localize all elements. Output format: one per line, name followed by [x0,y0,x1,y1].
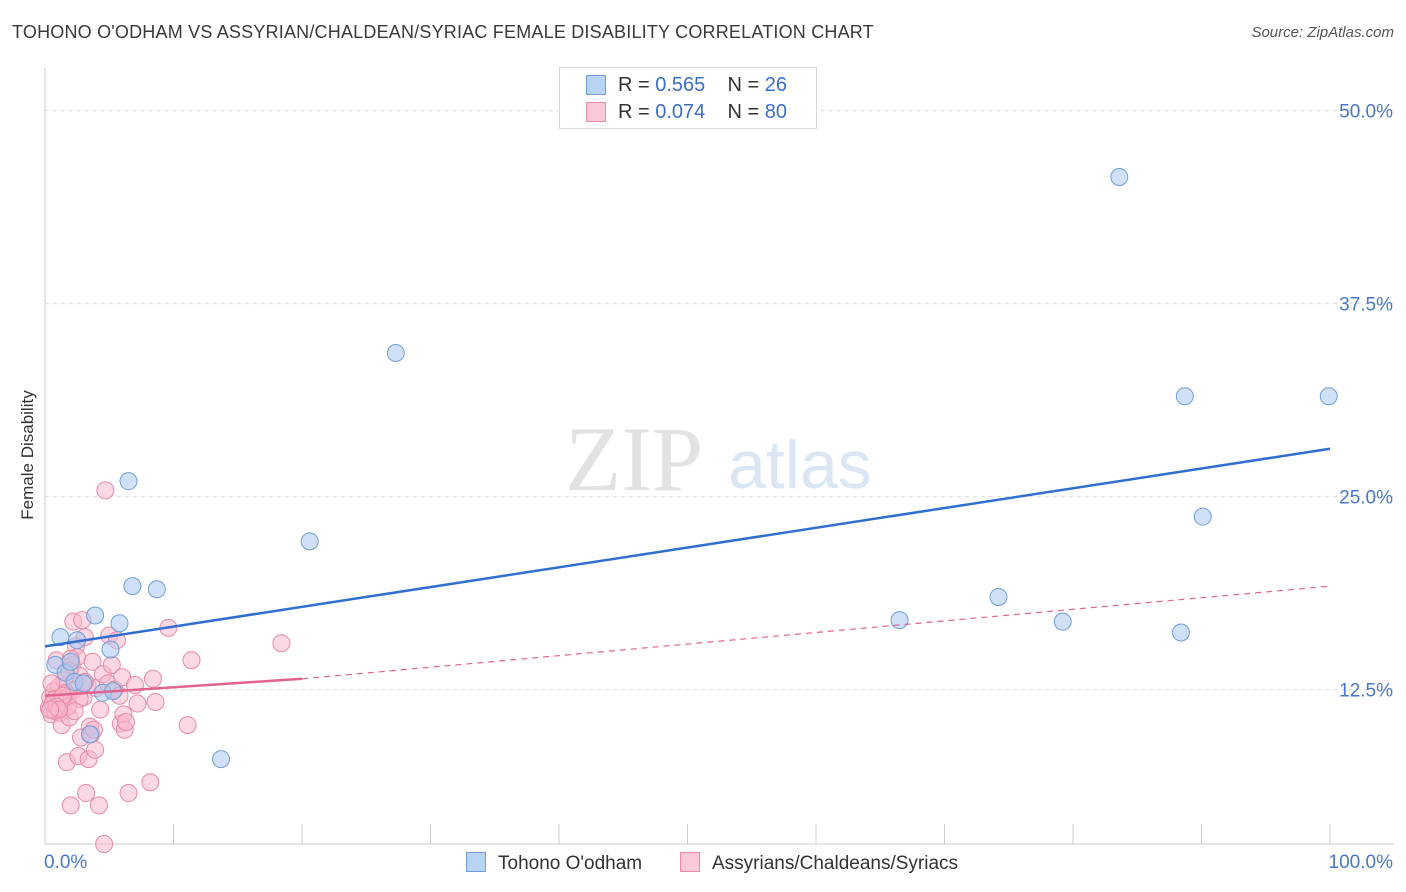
tohono-point [61,652,80,671]
assyrians-point [83,652,102,671]
axes [44,68,1394,845]
trend-line-assyrians-dashed [301,585,1331,680]
y-tick-label: 25.0% [1339,488,1393,509]
tohono-point [386,344,405,363]
tohono-point [1053,612,1072,631]
trend-lines [44,447,1331,698]
tohono-point [119,472,138,491]
axis-ticks [173,824,1331,844]
assyrians-point [91,700,110,719]
assyrians-point [96,481,115,500]
watermark: ZIP atlas [565,408,872,510]
assyrians-point [119,784,138,803]
legend-n-label: N = [727,101,760,123]
assyrians-point [65,702,84,721]
y-axis-label: Female Disability [18,390,37,520]
legend-n-value: 80 [764,101,788,123]
source-label: Source: ZipAtlas.com [1251,24,1394,41]
assyrians-point [182,651,201,670]
legend-r-label: R = [618,101,650,123]
assyrians-point [86,740,105,759]
assyrians-point [272,634,291,653]
chart-title: TOHONO O'ODHAM VS ASSYRIAN/CHALDEAN/SYRI… [12,22,874,42]
legend-swatch-blue [586,75,606,95]
assyrians-point [41,700,60,719]
bottom-legend-swatch-pink [680,852,700,872]
assyrians-point [178,716,197,735]
y-tick-label: 50.0% [1339,102,1393,123]
assyrians-point [146,692,165,711]
tohono-point [147,580,166,599]
assyrians-point [77,784,96,803]
tohono-point [74,674,93,693]
tohono-point [300,532,319,551]
assyrians-point [143,669,162,688]
tohono-point [123,577,142,596]
legend-n-label: N = [727,74,760,96]
assyrians-point [61,796,80,815]
bottom-legend-swatch-blue [466,852,486,872]
assyrians-point [128,694,147,713]
tohono-point [1110,167,1129,186]
tohono-point [1319,387,1338,406]
series-tohono-points [46,167,1338,769]
bottom-legend-assyrians: Assyrians/Chaldeans/Syriacs [680,852,958,875]
legend-text: R = 0.565 N = 26 [618,74,787,97]
y-tick-labels: 12.5% 25.0% 37.5% 50.0% [1339,102,1393,702]
watermark-atlas: atlas [728,427,872,503]
assyrians-point [95,835,114,853]
tohono-point [80,725,99,744]
legend-r-value: 0.074 [655,101,706,123]
tohono-point [989,587,1008,606]
trend-line-assyrians-solid [44,677,303,698]
tohono-point [890,611,909,630]
tohono-point [110,614,129,633]
tohono-point [1193,507,1212,526]
legend-text: R = 0.074 N = 80 [618,101,787,124]
assyrians-point [116,713,135,732]
tohono-point [1171,623,1190,642]
stats-legend: R = 0.565 N = 26 R = 0.074 N = 80 [559,67,817,129]
y-tick-label: 12.5% [1339,681,1393,702]
legend-swatch-pink [586,102,606,122]
tohono-point [1175,387,1194,406]
watermark-zip: ZIP [565,408,703,510]
legend-r-value: 0.565 [655,74,706,96]
y-tick-label: 37.5% [1339,295,1393,316]
legend-n-value: 26 [764,74,788,96]
tohono-point [101,640,120,659]
assyrians-point [141,773,160,792]
legend-r-label: R = [618,74,650,96]
bottom-legend-label: Assyrians/Chaldeans/Syriacs [712,853,959,874]
trend-line-tohono [44,447,1331,648]
assyrians-point [89,796,108,815]
bottom-legend-tohono: Tohono O'odham [466,852,642,875]
x-tick-label-min: 0.0% [44,852,88,873]
x-tick-label-max: 100.0% [1328,852,1393,873]
tohono-point [86,606,105,625]
tohono-point [212,750,231,769]
bottom-legend-label: Tohono O'odham [498,853,643,874]
